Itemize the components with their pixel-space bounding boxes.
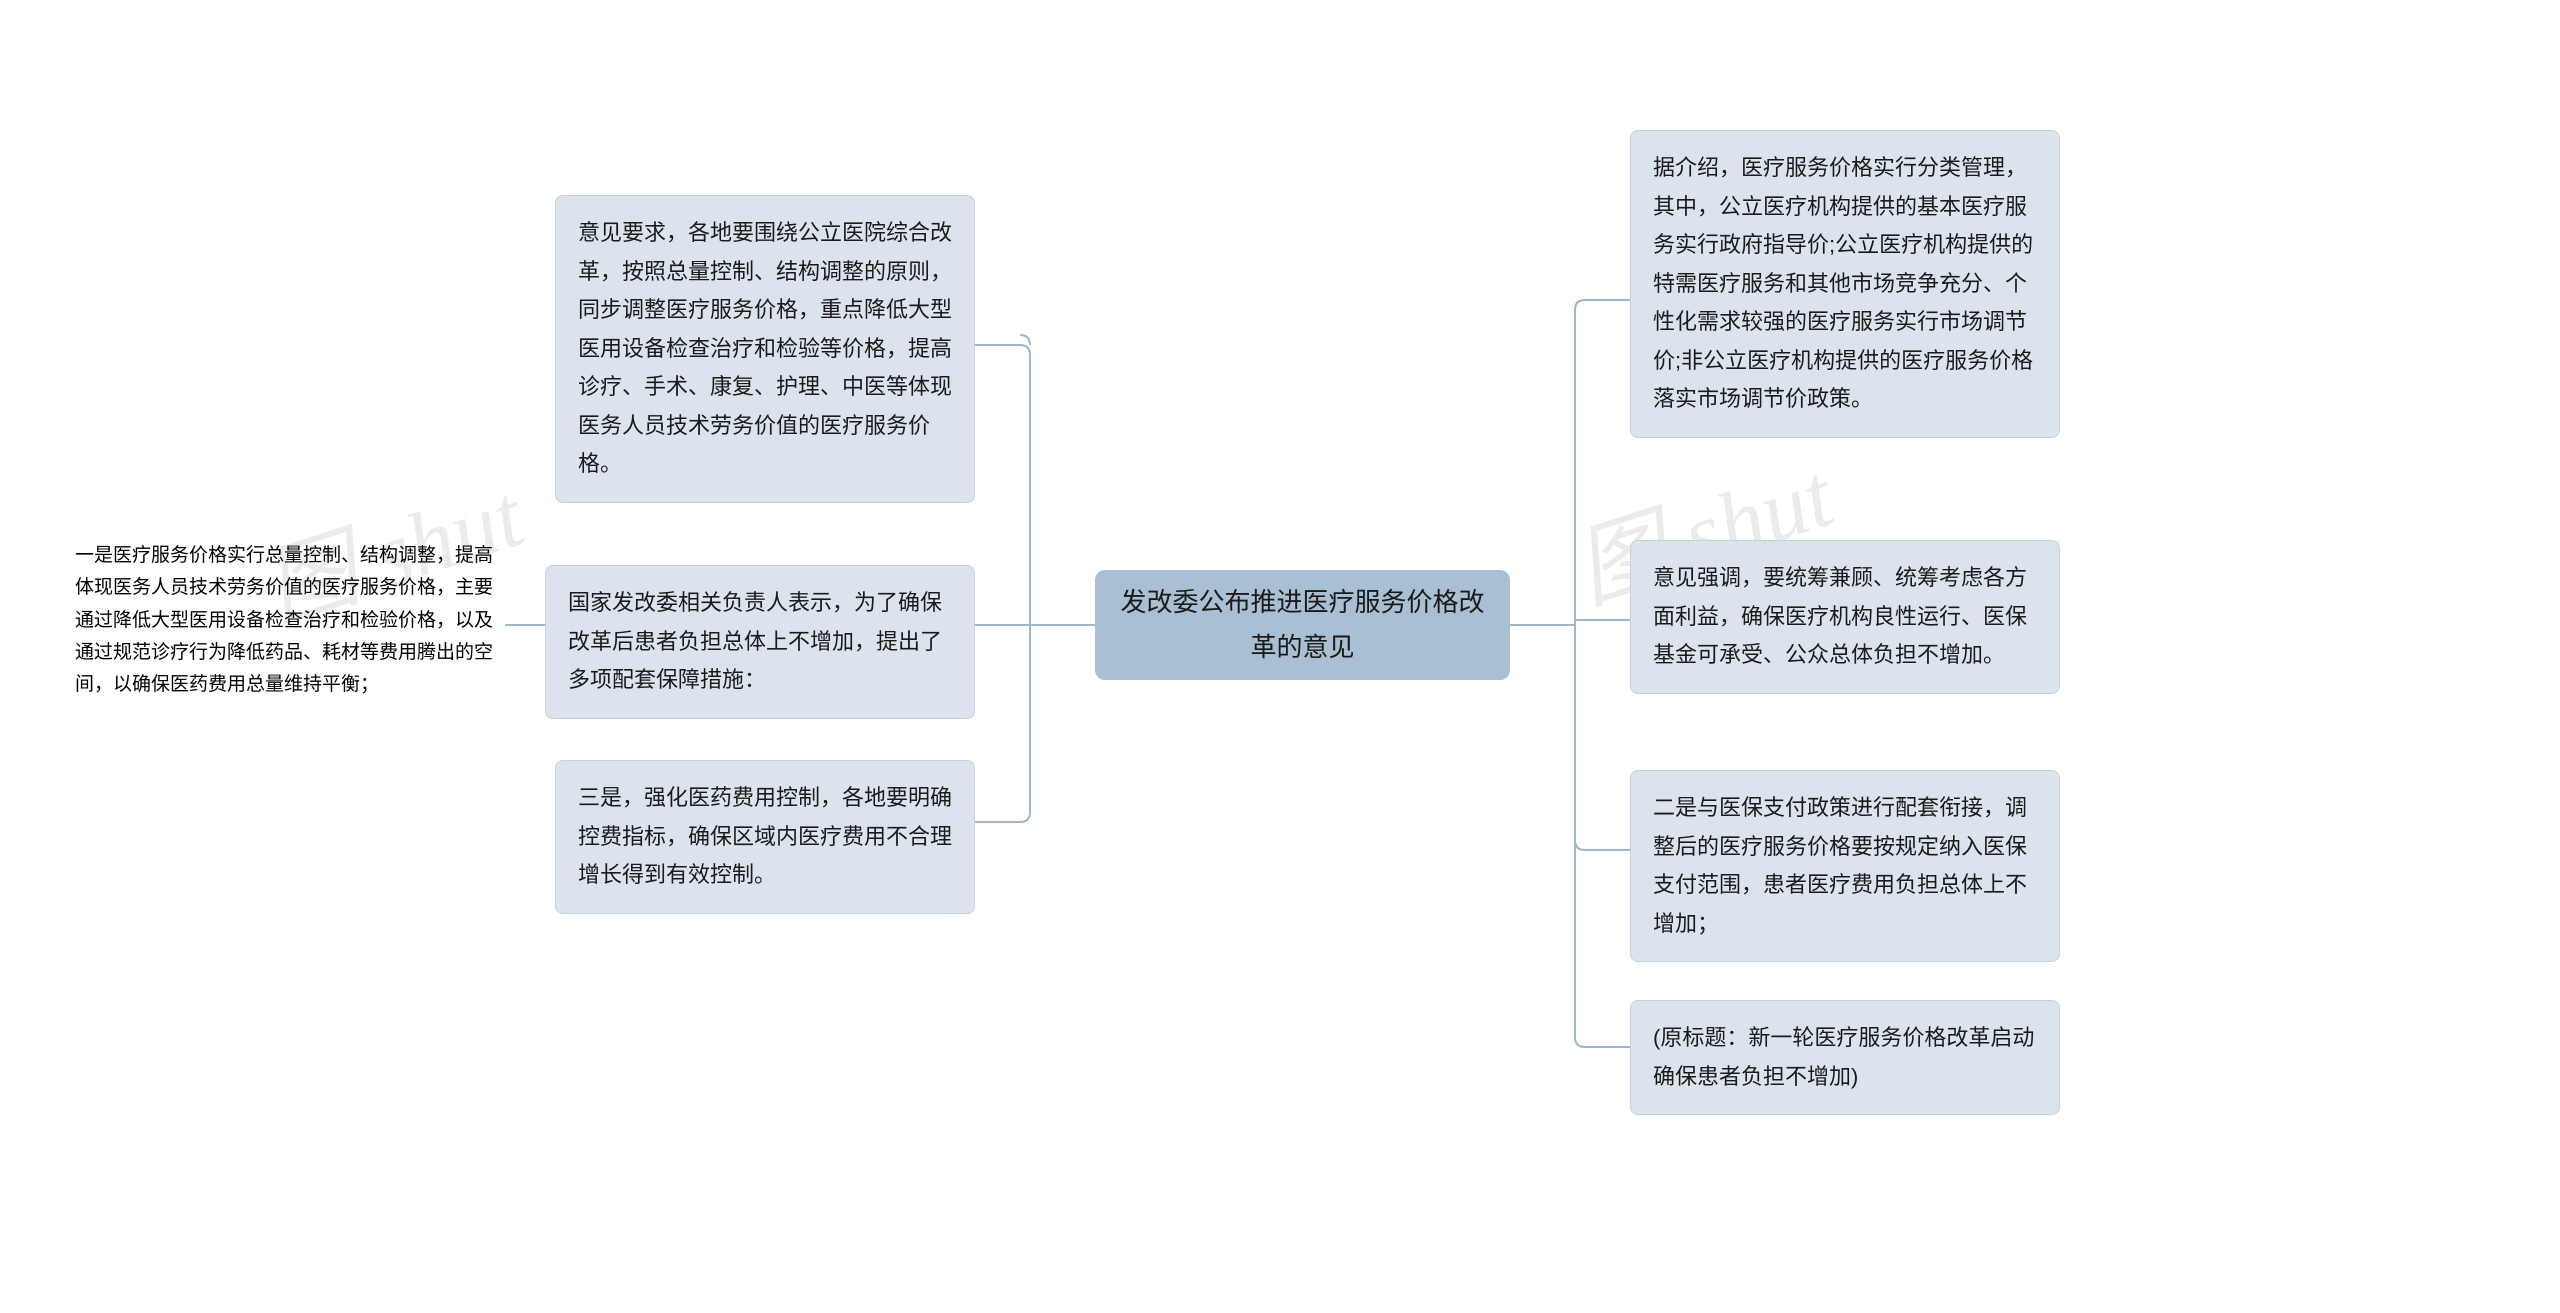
left-node-2-leaf-text: 一是医疗服务价格实行总量控制、结构调整，提高体现医务人员技术劳务价值的医疗服务价… — [75, 545, 493, 695]
right-node-3: 二是与医保支付政策进行配套衔接，调整后的医疗服务价格要按规定纳入医保支付范围，患… — [1630, 770, 2060, 962]
left-node-2: 国家发改委相关负责人表示，为了确保改革后患者负担总体上不增加，提出了多项配套保障… — [545, 565, 975, 719]
right-node-4-text: (原标题：新一轮医疗服务价格改革启动 确保患者负担不增加) — [1653, 1025, 2034, 1089]
left-node-1-text: 意见要求，各地要围绕公立医院综合改革，按照总量控制、结构调整的原则，同步调整医疗… — [578, 220, 952, 476]
left-node-2-leaf: 一是医疗服务价格实行总量控制、结构调整，提高体现医务人员技术劳务价值的医疗服务价… — [75, 540, 505, 701]
right-node-4: (原标题：新一轮医疗服务价格改革启动 确保患者负担不增加) — [1630, 1000, 2060, 1115]
left-node-2-text: 国家发改委相关负责人表示，为了确保改革后患者负担总体上不增加，提出了多项配套保障… — [568, 590, 942, 692]
right-node-1: 据介绍，医疗服务价格实行分类管理，其中，公立医疗机构提供的基本医疗服务实行政府指… — [1630, 130, 2060, 438]
center-text: 发改委公布推进医疗服务价格改革的意见 — [1117, 580, 1488, 671]
mindmap-center: 发改委公布推进医疗服务价格改革的意见 — [1095, 570, 1510, 680]
left-node-3-text: 三是，强化医药费用控制，各地要明确控费指标，确保区域内医疗费用不合理增长得到有效… — [578, 785, 952, 887]
left-node-3: 三是，强化医药费用控制，各地要明确控费指标，确保区域内医疗费用不合理增长得到有效… — [555, 760, 975, 914]
right-node-2: 意见强调，要统筹兼顾、统筹考虑各方面利益，确保医疗机构良性运行、医保基金可承受、… — [1630, 540, 2060, 694]
right-node-2-text: 意见强调，要统筹兼顾、统筹考虑各方面利益，确保医疗机构良性运行、医保基金可承受、… — [1653, 565, 2027, 667]
left-node-1: 意见要求，各地要围绕公立医院综合改革，按照总量控制、结构调整的原则，同步调整医疗… — [555, 195, 975, 503]
right-node-3-text: 二是与医保支付政策进行配套衔接，调整后的医疗服务价格要按规定纳入医保支付范围，患… — [1653, 795, 2027, 936]
right-node-1-text: 据介绍，医疗服务价格实行分类管理，其中，公立医疗机构提供的基本医疗服务实行政府指… — [1653, 155, 2033, 411]
